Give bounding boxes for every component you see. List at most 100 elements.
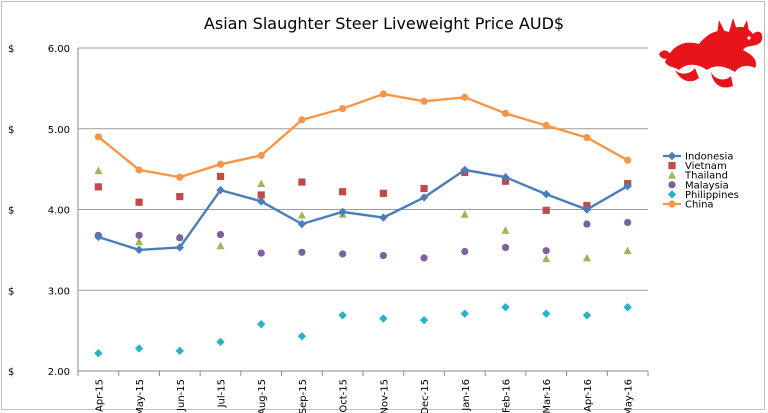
data-point xyxy=(501,303,510,312)
data-point xyxy=(623,303,632,312)
data-point xyxy=(94,349,103,358)
data-point xyxy=(176,192,184,201)
y-unit-label: $ xyxy=(8,206,14,217)
data-point xyxy=(94,232,103,242)
legend-label: Thailand xyxy=(684,171,728,182)
data-point xyxy=(338,311,347,320)
plot-area xyxy=(94,90,632,358)
data-point xyxy=(419,315,429,325)
data-point xyxy=(94,133,102,141)
series-indonesia xyxy=(94,165,632,255)
data-point xyxy=(135,231,143,239)
data-point xyxy=(542,206,550,214)
data-point xyxy=(339,250,347,258)
data-point xyxy=(542,189,551,199)
data-point xyxy=(257,319,266,329)
data-point xyxy=(216,160,225,168)
data-point xyxy=(176,173,184,181)
x-tick-label: Nov-15 xyxy=(379,379,390,413)
data-point xyxy=(216,337,225,347)
data-point xyxy=(257,151,265,159)
data-point xyxy=(134,344,144,353)
x-tick-label: Feb-16 xyxy=(502,379,513,413)
data-point xyxy=(135,198,143,206)
y-tick-label: 3.00 xyxy=(48,286,70,297)
data-point xyxy=(420,254,428,262)
data-point xyxy=(379,90,387,98)
data-point xyxy=(668,162,676,170)
data-point xyxy=(583,134,591,142)
data-point xyxy=(339,188,347,196)
legend-label: Indonesia xyxy=(685,152,733,163)
data-point xyxy=(501,243,510,252)
data-point xyxy=(667,190,677,199)
x-tick-label: Apr-15 xyxy=(94,379,105,412)
data-point xyxy=(297,219,307,229)
legend-item: Indonesia xyxy=(663,152,733,163)
data-point xyxy=(501,226,510,234)
x-tick-label: May-16 xyxy=(624,379,635,413)
legend-item: Thailand xyxy=(668,171,728,182)
y-tick-label: 4.00 xyxy=(48,206,70,217)
legend-item: Malaysia xyxy=(668,180,729,191)
data-point xyxy=(297,332,307,341)
legend-item: Vietnam xyxy=(668,161,727,172)
series-malaysia xyxy=(94,218,632,262)
data-point xyxy=(135,166,143,174)
legend-item: China xyxy=(663,200,714,211)
data-point xyxy=(582,205,592,214)
data-point xyxy=(257,179,266,188)
data-point xyxy=(583,220,591,228)
data-point xyxy=(379,213,388,222)
data-point xyxy=(460,165,469,175)
data-point xyxy=(257,197,266,206)
data-point xyxy=(461,93,469,101)
data-point xyxy=(216,230,225,239)
x-tick-label: Jun-15 xyxy=(176,379,187,412)
x-tick-label: Jan-16 xyxy=(461,379,472,412)
y-tick-label: 2.00 xyxy=(48,367,70,378)
legend: IndonesiaVietnamThailandMalaysiaPhilippi… xyxy=(663,152,739,211)
chart-title: Asian Slaughter Steer Liveweight Price A… xyxy=(203,14,565,33)
x-tick-label: Mar-16 xyxy=(542,379,553,413)
axes: 2.00 $3.00 $4.00 $5.00 $6.00 $ Apr-15 May-15 Jun… xyxy=(8,44,649,413)
data-point xyxy=(298,248,306,256)
red-dragon-icon xyxy=(659,18,763,88)
data-point xyxy=(582,311,592,320)
data-point xyxy=(94,166,103,175)
data-point xyxy=(668,181,676,189)
data-point xyxy=(216,241,225,250)
data-point xyxy=(667,151,677,161)
data-point xyxy=(542,121,550,130)
x-tick-label: Jul-15 xyxy=(217,379,228,408)
legend-label: China xyxy=(685,200,714,211)
data-point xyxy=(338,207,347,217)
legend-item: Philippines xyxy=(667,190,739,201)
data-point xyxy=(94,183,102,191)
data-point xyxy=(460,210,469,218)
data-point xyxy=(460,309,469,318)
data-point xyxy=(298,178,306,186)
data-point xyxy=(623,246,632,255)
data-point xyxy=(419,193,429,202)
data-point xyxy=(582,253,591,262)
data-point xyxy=(257,249,265,257)
y-unit-label: $ xyxy=(8,286,14,297)
y-unit-label: $ xyxy=(8,125,14,136)
series-philippines xyxy=(94,303,632,358)
data-point xyxy=(420,184,428,193)
data-point xyxy=(379,314,388,323)
x-tick-label: Oct-15 xyxy=(339,379,350,413)
data-point xyxy=(542,247,550,255)
data-point xyxy=(297,210,306,219)
data-point xyxy=(501,173,510,182)
x-tick-label: Aug-15 xyxy=(257,379,268,413)
data-point xyxy=(175,346,184,356)
gridlines xyxy=(78,47,648,372)
legend-label: Vietnam xyxy=(685,161,727,172)
legend-label: Malaysia xyxy=(685,180,729,191)
data-point xyxy=(339,104,347,113)
data-point xyxy=(176,234,184,242)
